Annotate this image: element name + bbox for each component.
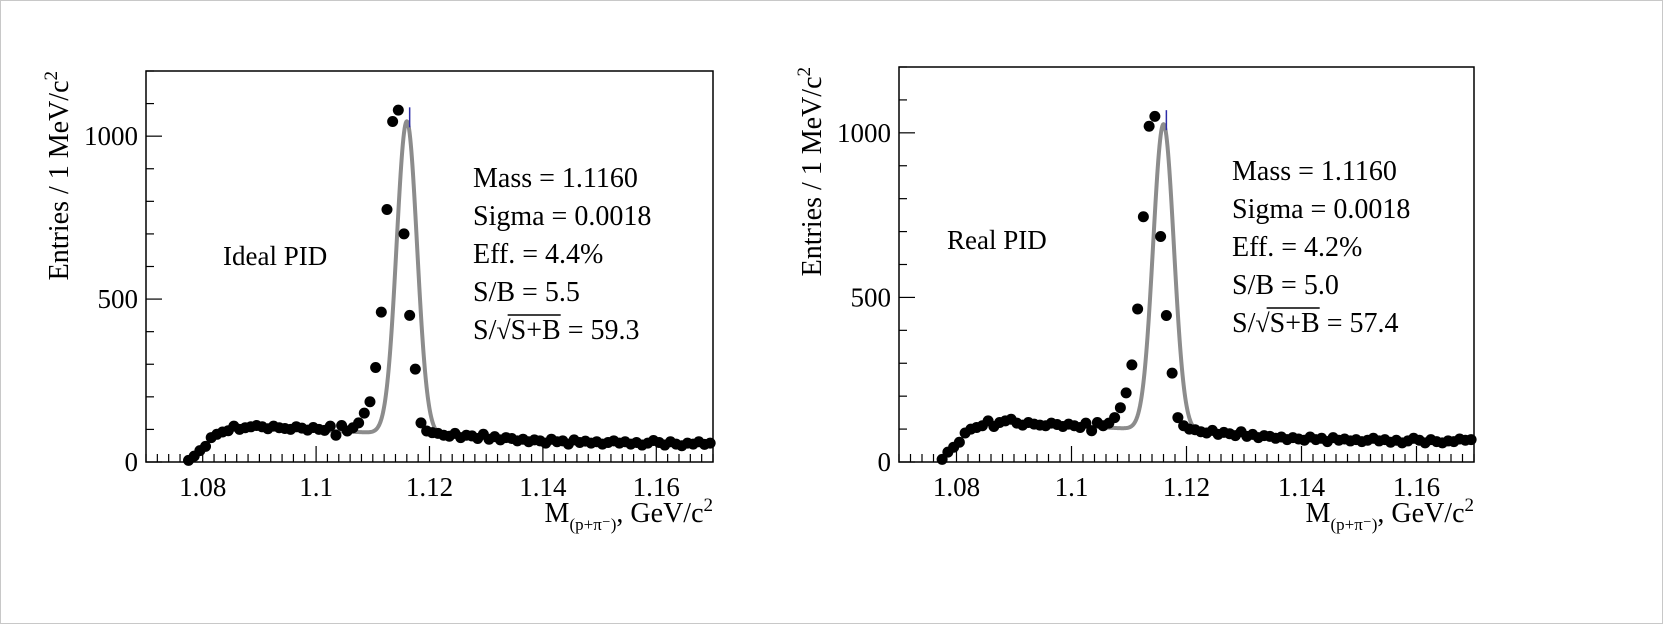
data-point [1166,367,1178,379]
stat-line: Mass = 1.1160 [1232,156,1397,187]
data-point [704,437,716,449]
data-point [353,417,365,429]
significance-radicand: S+B [511,315,561,346]
x-axis-title-unit: , GeV/c [616,498,703,529]
data-point [953,436,965,448]
x-axis-title: M(p+π⁻), GeV/c2 [1306,495,1474,534]
data-point [404,309,416,321]
y-axis-title-text: Entries / 1 MeV/c [44,81,75,281]
data-point [1143,120,1155,132]
y-axis-title-sup: 2 [41,71,62,81]
x-tick-label: 1.16 [1393,472,1440,502]
x-axis-title-sup: 2 [704,495,714,516]
significance-suffix: = 57.4 [1320,308,1399,339]
stat-line: Sigma = 0.0018 [1232,194,1410,225]
significance-prefix: S/ [473,315,497,346]
x-axis-title-sup: 2 [1465,495,1475,516]
y-tick-label: 500 [851,282,892,312]
y-axis-title-text: Entries / 1 MeV/c [797,77,828,277]
data-point [330,429,342,441]
data-point [324,420,336,432]
data-point [1080,417,1092,429]
significance-suffix: = 59.3 [561,315,640,346]
data-point [1109,412,1121,424]
data-point [370,362,382,374]
data-point [1137,211,1149,223]
x-axis-title-unit: , GeV/c [1377,498,1464,529]
y-tick-label: 500 [98,284,139,314]
x-axis-title-main: M [1306,498,1331,529]
data-point [1172,412,1184,424]
y-tick-label: 1000 [84,121,138,151]
x-tick-label: 1.16 [633,472,680,502]
y-tick-label: 0 [878,447,892,477]
data-point [409,363,421,375]
data-point [1114,402,1126,414]
x-tick-label: 1.14 [1278,472,1326,502]
stat-line: Eff. = 4.4% [473,239,603,270]
stat-line: S/B = 5.0 [1232,270,1339,301]
y-axis-title-sup: 2 [794,67,815,77]
chart-panel-1: 1.08 1.1 1.12 1.14 1.16 0 500 1000 Entries / 1 M… [41,70,716,534]
x-tick-label: 1.1 [1055,472,1089,502]
significance-line: S/√S+B = 59.3 [473,315,639,346]
data-point [1086,425,1098,437]
data-point [1155,231,1167,243]
x-tick-label: 1.12 [1163,472,1210,502]
data-point [387,116,399,128]
data-point [1149,110,1161,122]
data-point [1465,434,1477,446]
stat-line: S/B = 5.5 [473,277,580,308]
stat-line: Mass = 1.1160 [473,163,638,194]
x-tick-label: 1.08 [179,472,226,502]
y-axis-title: Entries / 1 MeV/c2 [41,71,75,280]
data-point [392,104,404,116]
x-tick-label: 1.1 [299,472,333,502]
x-axis-title-sub: (p+π⁻) [569,515,616,534]
sqrt-sign: √ [1255,309,1270,338]
data-point [415,417,427,429]
stat-line: Sigma = 0.0018 [473,201,651,232]
data-point [375,306,387,318]
x-tick-label: 1.14 [519,472,567,502]
x-tick-label: 1.08 [933,472,980,502]
significance-line: S/√S+B = 57.4 [1232,308,1398,339]
significance-radicand: S+B [1270,308,1320,339]
data-point [398,228,410,240]
x-axis-title-main: M [545,498,570,529]
data-point [364,396,376,408]
pid-label: Ideal PID [223,241,327,271]
x-axis-title-sub: (p+π⁻) [1330,515,1377,534]
data-point [381,203,393,215]
stat-line: Eff. = 4.2% [1232,232,1362,263]
x-axis-title: M(p+π⁻), GeV/c2 [545,495,713,534]
pid-label: Real PID [947,225,1047,255]
y-tick-label: 0 [125,447,139,477]
data-point [1160,310,1172,322]
data-point [1120,387,1132,399]
data-point [358,407,370,419]
chart-panel-2: 1.08 1.1 1.12 1.14 1.16 0 500 1000 Entries / 1 M… [794,66,1477,534]
y-tick-label: 1000 [837,118,891,148]
data-point [200,440,212,452]
y-axis-title: Entries / 1 MeV/c2 [794,67,828,276]
significance-prefix: S/ [1232,308,1256,339]
sqrt-sign: √ [496,316,511,345]
data-point [1132,303,1144,315]
data-point [1126,359,1138,371]
x-tick-label: 1.12 [406,472,453,502]
